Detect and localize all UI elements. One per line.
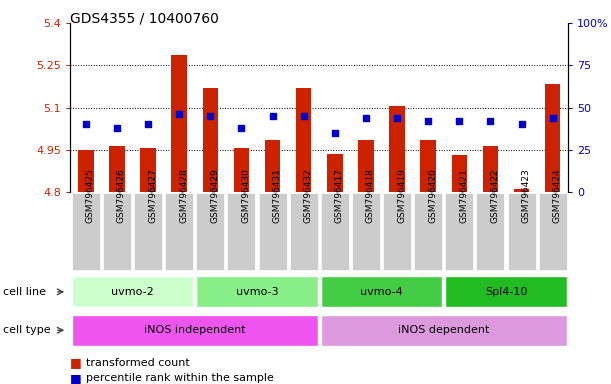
Point xyxy=(423,118,433,124)
Text: cell line: cell line xyxy=(3,287,46,297)
Bar xyxy=(78,150,93,192)
Bar xyxy=(352,193,380,270)
Text: transformed count: transformed count xyxy=(86,358,189,368)
Text: iNOS independent: iNOS independent xyxy=(144,325,246,335)
Text: ■: ■ xyxy=(70,356,82,369)
Text: GSM796421: GSM796421 xyxy=(459,169,468,223)
Text: GSM796429: GSM796429 xyxy=(210,169,219,223)
Text: Spl4-10: Spl4-10 xyxy=(485,287,527,297)
Bar xyxy=(358,140,374,192)
Bar xyxy=(420,140,436,192)
Bar xyxy=(72,193,100,270)
Bar xyxy=(483,146,498,192)
Point xyxy=(330,130,340,136)
Text: uvmo-3: uvmo-3 xyxy=(236,287,279,297)
Bar xyxy=(103,193,131,270)
Text: GSM796432: GSM796432 xyxy=(304,169,313,223)
Point xyxy=(143,121,153,127)
Bar xyxy=(514,189,529,192)
Point xyxy=(268,113,277,119)
Bar xyxy=(165,193,193,270)
Text: GSM796430: GSM796430 xyxy=(241,169,251,223)
Bar xyxy=(296,88,312,192)
Bar xyxy=(227,193,255,270)
Text: ■: ■ xyxy=(70,372,82,384)
Bar xyxy=(383,193,411,270)
Text: percentile rank within the sample: percentile rank within the sample xyxy=(86,373,273,383)
Bar xyxy=(196,276,318,307)
Point xyxy=(548,114,558,121)
Point xyxy=(236,125,246,131)
Point xyxy=(392,114,402,121)
Bar xyxy=(321,276,442,307)
Text: GSM796418: GSM796418 xyxy=(366,169,375,223)
Point xyxy=(455,118,464,124)
Bar xyxy=(508,193,536,270)
Bar xyxy=(134,193,162,270)
Text: GSM796425: GSM796425 xyxy=(86,169,95,223)
Bar xyxy=(202,88,218,192)
Text: GSM796424: GSM796424 xyxy=(553,169,562,223)
Bar xyxy=(233,148,249,192)
Text: GSM796423: GSM796423 xyxy=(522,169,530,223)
Text: GSM796420: GSM796420 xyxy=(428,169,437,223)
Bar xyxy=(265,140,280,192)
Text: uvmo-2: uvmo-2 xyxy=(111,287,154,297)
Point xyxy=(486,118,496,124)
Text: uvmo-4: uvmo-4 xyxy=(360,287,403,297)
Text: GSM796428: GSM796428 xyxy=(179,169,188,223)
Bar xyxy=(72,276,193,307)
Text: GSM796422: GSM796422 xyxy=(491,169,499,223)
Point xyxy=(112,125,122,131)
Text: GSM796426: GSM796426 xyxy=(117,169,126,223)
Bar xyxy=(72,315,318,346)
Bar xyxy=(109,146,125,192)
Bar xyxy=(545,84,560,192)
Bar xyxy=(414,193,442,270)
Bar xyxy=(445,276,566,307)
Point xyxy=(81,121,90,127)
Text: GSM796417: GSM796417 xyxy=(335,169,344,223)
Point xyxy=(299,113,309,119)
Bar xyxy=(452,156,467,192)
Bar xyxy=(327,154,343,192)
Bar xyxy=(258,193,287,270)
Text: iNOS dependent: iNOS dependent xyxy=(398,325,489,335)
Bar xyxy=(290,193,318,270)
Text: GSM796427: GSM796427 xyxy=(148,169,157,223)
Text: GSM796431: GSM796431 xyxy=(273,169,282,223)
Bar xyxy=(539,193,566,270)
Text: GDS4355 / 10400760: GDS4355 / 10400760 xyxy=(70,12,219,25)
Point xyxy=(517,121,527,127)
Bar xyxy=(321,315,566,346)
Bar xyxy=(141,148,156,192)
Bar xyxy=(389,106,405,192)
Text: GSM796419: GSM796419 xyxy=(397,169,406,223)
Bar xyxy=(172,55,187,192)
Bar xyxy=(445,193,474,270)
Bar xyxy=(196,193,224,270)
Text: cell type: cell type xyxy=(3,325,51,335)
Point xyxy=(174,111,184,118)
Point xyxy=(361,114,371,121)
Bar xyxy=(477,193,505,270)
Bar xyxy=(321,193,349,270)
Point xyxy=(205,113,215,119)
